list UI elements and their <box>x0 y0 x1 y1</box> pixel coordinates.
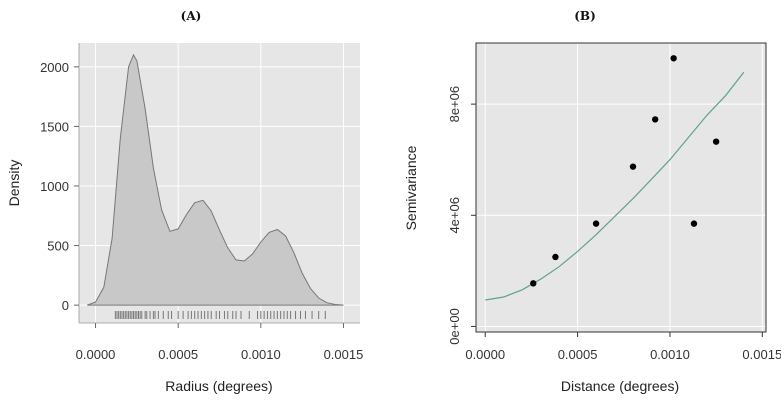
fitted-variogram-curve <box>485 71 745 301</box>
semivariance-point <box>629 163 637 170</box>
panel-b-label: (B) <box>574 9 596 23</box>
plot-a-y-tick-label: 1500 <box>40 119 69 134</box>
plot-b-y-ticks: 0e+00 4e+06 8e+06 <box>447 86 476 345</box>
plot-b-x-tick-label: 0.0000 <box>465 347 505 362</box>
plot-a-x-tick-label: 0.0000 <box>76 347 116 362</box>
semivariogram-panel: 0.0000 0.0005 0.0010 0.0015 0e+00 4e+06 8e+06… <box>403 42 781 394</box>
plot-b-x-tick-label: 0.0010 <box>650 347 690 362</box>
plot-a-y-tick-label: 1000 <box>40 179 69 194</box>
density-area <box>87 53 344 306</box>
plot-a-x-ticks: 0.0000 0.0005 0.0010 0.0015 <box>76 323 364 362</box>
plot-b-y-tick-label: 4e+06 <box>447 197 462 234</box>
density-plot-panel: 0.0000 0.0005 0.0010 0.0015 0 500 1000 1500 200… <box>6 43 363 394</box>
semivariance-point <box>712 138 720 145</box>
plot-b-gridlines <box>476 43 766 332</box>
plot-b-x-tick-label: 0.0005 <box>558 347 598 362</box>
semivariance-point <box>651 116 659 123</box>
semivariance-point <box>592 220 600 227</box>
plot-b-y-tick-label: 0e+00 <box>447 308 462 345</box>
plot-a-x-axis-title: Radius (degrees) <box>165 378 272 394</box>
plot-a-y-tick-label: 0 <box>62 298 69 313</box>
plot-a-y-tick-label: 500 <box>47 239 69 254</box>
semivariance-point <box>530 280 537 287</box>
plot-a-y-tick-label: 2000 <box>40 60 69 75</box>
plot-a-x-tick-label: 0.0015 <box>324 347 364 362</box>
plot-b-background <box>476 43 766 332</box>
semivariance-points <box>530 55 720 287</box>
semivariance-point <box>552 253 559 261</box>
plot-a-x-tick-label: 0.0010 <box>241 347 281 362</box>
plot-b-x-ticks: 0.0000 0.0005 0.0010 0.0015 <box>465 332 781 362</box>
plot-a-x-tick-label: 0.0005 <box>158 347 198 362</box>
rug-marks <box>114 311 326 319</box>
plot-b-y-tick-label: 8e+06 <box>447 86 462 123</box>
plot-a-y-axis-title: Density <box>6 160 22 207</box>
semivariance-point <box>690 220 698 227</box>
plot-a-y-ticks: 0 500 1000 1500 2000 <box>40 60 79 313</box>
plot-b-frame <box>475 42 767 333</box>
plot-b-x-axis-title: Distance (degrees) <box>561 378 679 394</box>
semivariance-point <box>670 55 677 62</box>
panel-a-label: (A) <box>181 9 202 23</box>
plot-b-y-axis-title: Semivariance <box>403 145 419 230</box>
plot-b-x-tick-label: 0.0015 <box>742 347 781 362</box>
